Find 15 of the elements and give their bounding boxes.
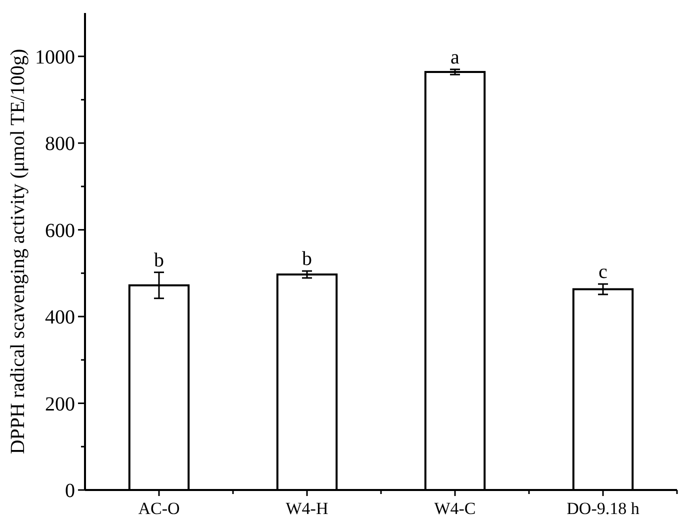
x-tick-label: W4-H — [286, 499, 328, 518]
y-tick-label: 400 — [45, 306, 75, 329]
x-tick-label: W4-C — [434, 499, 476, 518]
y-tick-label: 600 — [45, 220, 75, 242]
x-tick-label: AC-O — [138, 499, 180, 518]
annotation: c — [598, 261, 608, 284]
y-tick-label: 1000 — [35, 46, 75, 68]
y-tick-label: 0 — [65, 480, 75, 502]
y-axis-title: DPPH radical scavenging activity (μmol TE/100g) — [7, 48, 29, 454]
y-tick-label: 200 — [45, 393, 75, 416]
annotation: a — [450, 46, 460, 68]
x-tick-label: DO-9.18 h — [566, 499, 640, 518]
annotation: b — [302, 248, 312, 270]
annotation: b — [154, 249, 164, 272]
y-tick-label: 800 — [45, 133, 75, 156]
